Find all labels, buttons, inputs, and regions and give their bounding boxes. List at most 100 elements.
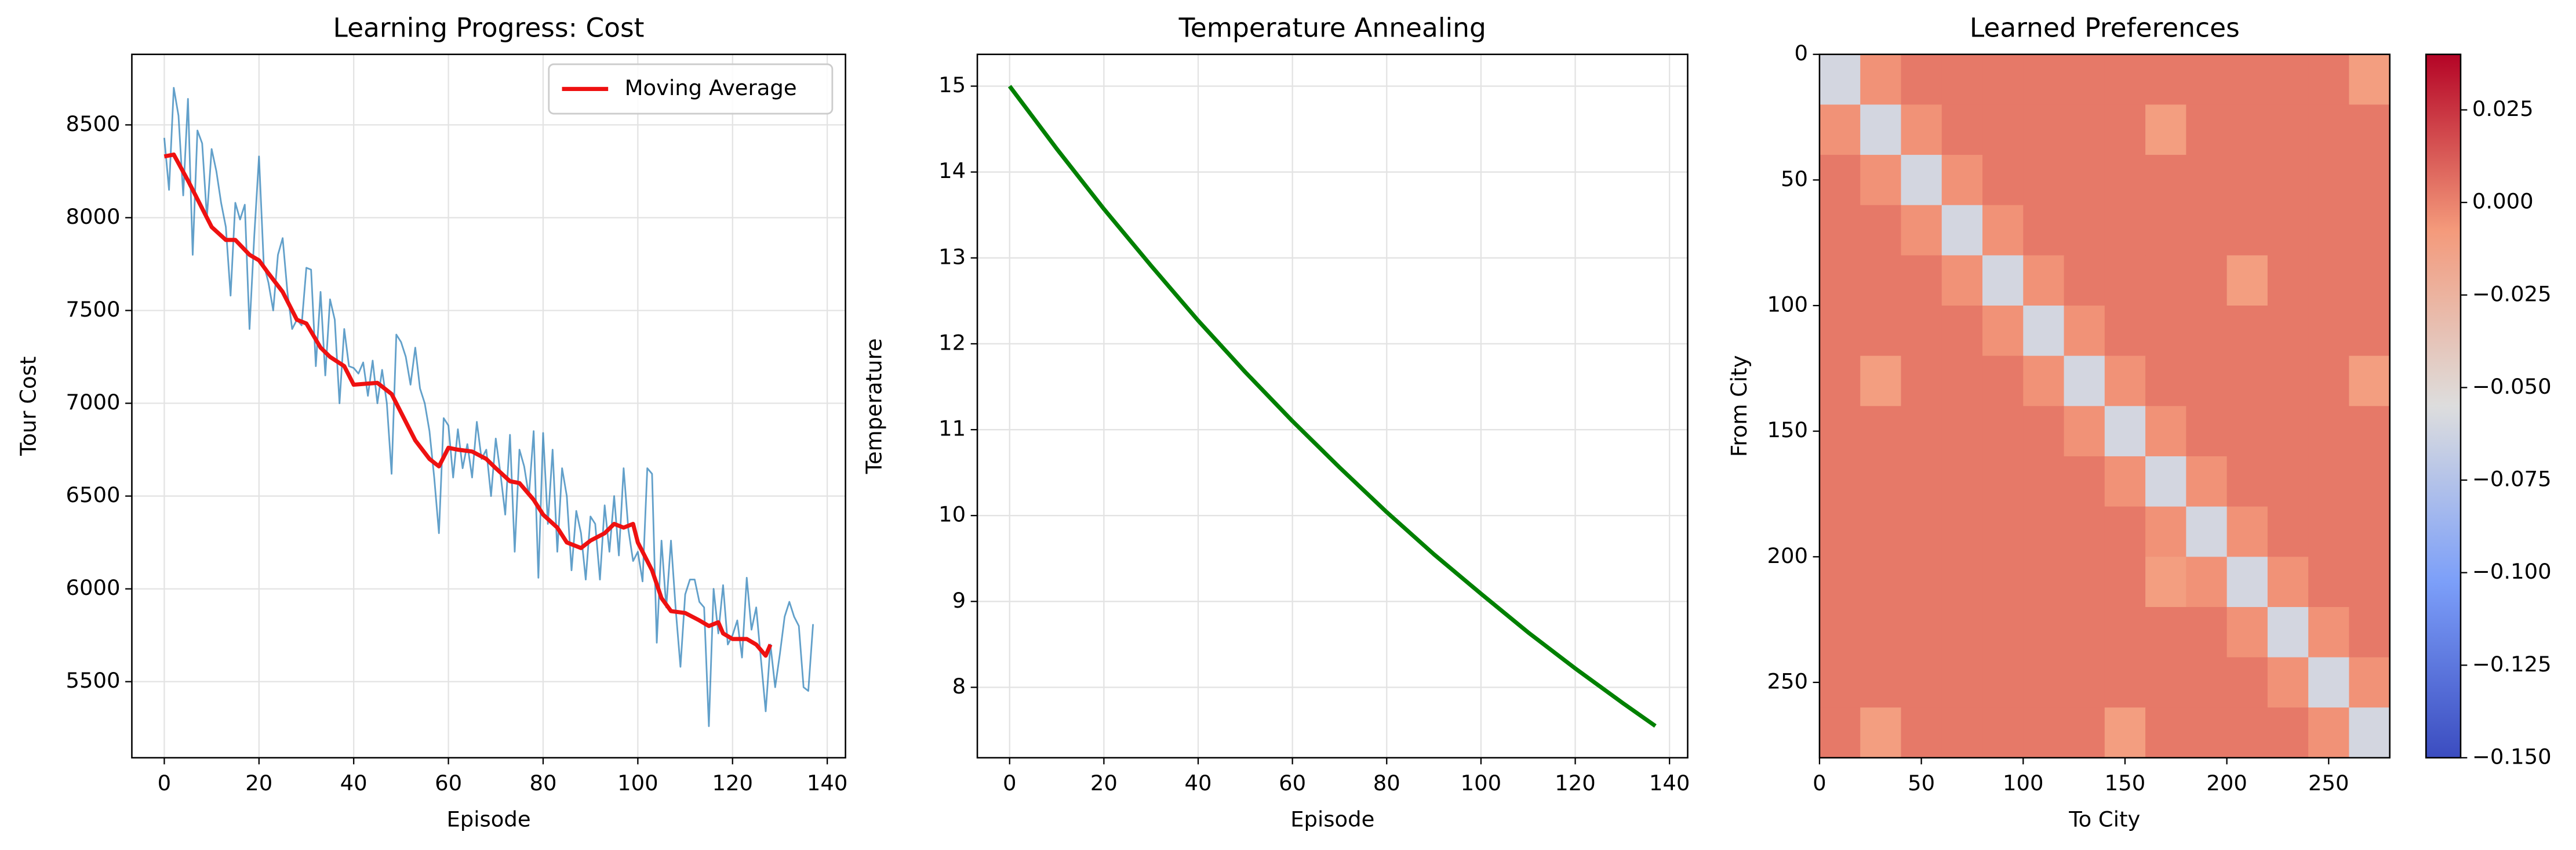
heatmap-cell — [2186, 657, 2228, 709]
heatmap-cell — [2186, 557, 2228, 608]
heatmap-cell — [2023, 155, 2065, 206]
heatmap-cell — [2226, 557, 2268, 608]
heatmap-cell — [1819, 606, 1861, 658]
heatmap-cell — [1941, 557, 1983, 608]
heatmap-cell — [1982, 155, 2024, 206]
heatmap-cell — [1941, 606, 1983, 658]
y-tick-label: 15 — [938, 72, 966, 97]
heatmap-cell — [1982, 255, 2024, 306]
colorbar-tick-label: −0.075 — [2472, 467, 2552, 492]
heatmap-cell — [1860, 306, 1902, 357]
heatmap-cell — [2023, 707, 2065, 758]
heatmap-cell — [1901, 707, 1942, 758]
x-tick-label: 120 — [712, 771, 753, 795]
y-tick-label: 5500 — [66, 668, 121, 693]
heatmap-cell — [2186, 355, 2228, 407]
heatmap-cell — [1941, 54, 1983, 106]
heatmap-cell — [2308, 506, 2350, 558]
heatmap-cell — [2104, 406, 2146, 457]
x-tick-label: 40 — [340, 771, 368, 795]
heatmap-cell — [2349, 255, 2391, 306]
heatmap-cell — [2226, 306, 2268, 357]
heatmap-cell — [1982, 456, 2024, 507]
heatmap-cell — [2104, 54, 2146, 106]
x-tick-label: 140 — [807, 771, 848, 795]
chart-title: Learning Progress: Cost — [333, 13, 645, 43]
colorbar-tick-label: 0.000 — [2472, 189, 2534, 214]
heatmap-cell — [2226, 205, 2268, 256]
heatmap-cell — [1901, 557, 1942, 608]
heatmap-cell — [1860, 506, 1902, 558]
heatmap-cell — [2104, 456, 2146, 507]
heatmap-cell — [2064, 205, 2105, 256]
colorbar — [2425, 53, 2462, 759]
heatmap-cell — [2023, 255, 2065, 306]
heatmap-cell — [2064, 657, 2105, 709]
heatmap-cell — [2349, 456, 2391, 507]
heatmap-cell — [1901, 606, 1942, 658]
heatmap-cell — [2145, 155, 2187, 206]
heatmap-cell — [2023, 355, 2065, 407]
y-tick-label: 200 — [1767, 543, 1809, 568]
y-tick-label: 10 — [938, 502, 966, 527]
heatmap-cell — [2145, 205, 2187, 256]
data-line — [163, 152, 773, 658]
heatmap-cell — [2186, 54, 2228, 106]
heatmap-cell — [2064, 707, 2105, 758]
y-axis-label: Temperature — [861, 338, 886, 474]
axes-frame — [1818, 53, 2391, 759]
heatmap-cell — [2104, 155, 2146, 206]
heatmap-cell — [2226, 355, 2268, 407]
heatmap-cell — [2267, 657, 2309, 709]
heatmap-cell — [2308, 155, 2350, 206]
heatmap-cell — [2267, 707, 2309, 758]
heatmap-cell — [2145, 306, 2187, 357]
heatmap-cell — [1819, 205, 1861, 256]
heatmap-cell — [2186, 205, 2228, 256]
heatmap-cell — [2349, 557, 2391, 608]
heatmap-cell — [2064, 355, 2105, 407]
x-tick-label: 120 — [1555, 771, 1596, 795]
heatmap-cell — [2023, 306, 2065, 357]
heatmap-cell — [1941, 657, 1983, 709]
x-tick-label: 60 — [1279, 771, 1306, 795]
heatmap-cell — [2226, 657, 2268, 709]
heatmap-cell — [1819, 406, 1861, 457]
heatmap-cell — [1860, 255, 1902, 306]
x-tick-label: 20 — [1090, 771, 1118, 795]
y-tick-label: 9 — [952, 588, 966, 613]
heatmap-cell — [2104, 707, 2146, 758]
heatmap-cell — [2104, 506, 2146, 558]
heatmap-cell — [2064, 557, 2105, 608]
heatmap-cell — [2267, 104, 2309, 155]
heatmap-cell — [2226, 406, 2268, 457]
x-tick-label: 20 — [245, 771, 272, 795]
heatmap-cell — [2267, 205, 2309, 256]
heatmap-cell — [1860, 606, 1902, 658]
x-tick-label: 150 — [2105, 771, 2146, 795]
heatmap-cell — [1819, 707, 1861, 758]
heatmap-cell — [1819, 456, 1861, 507]
heatmap-cell — [1860, 205, 1902, 256]
heatmap-cell — [1941, 104, 1983, 155]
heatmap-cell — [1941, 456, 1983, 507]
heatmap-cell — [2186, 155, 2228, 206]
heatmap-cell — [2064, 104, 2105, 155]
heatmap-cell — [2104, 255, 2146, 306]
heatmap-cell — [2145, 557, 2187, 608]
heatmap-cell — [1901, 155, 1942, 206]
heatmap-cell — [2064, 155, 2105, 206]
heatmap-cell — [1941, 707, 1983, 758]
heatmap-cell — [2349, 205, 2391, 256]
heatmap-cell — [2104, 306, 2146, 357]
heatmap-cell — [1901, 456, 1942, 507]
x-tick-label: 250 — [2308, 771, 2349, 795]
heatmap-cell — [1901, 205, 1942, 256]
heatmap-cell — [2145, 707, 2187, 758]
heatmap-cell — [2308, 205, 2350, 256]
heatmap-cell — [2023, 406, 2065, 457]
heatmap-cell — [2186, 506, 2228, 558]
heatmap-cell — [2186, 306, 2228, 357]
heatmap-cell — [1982, 606, 2024, 658]
